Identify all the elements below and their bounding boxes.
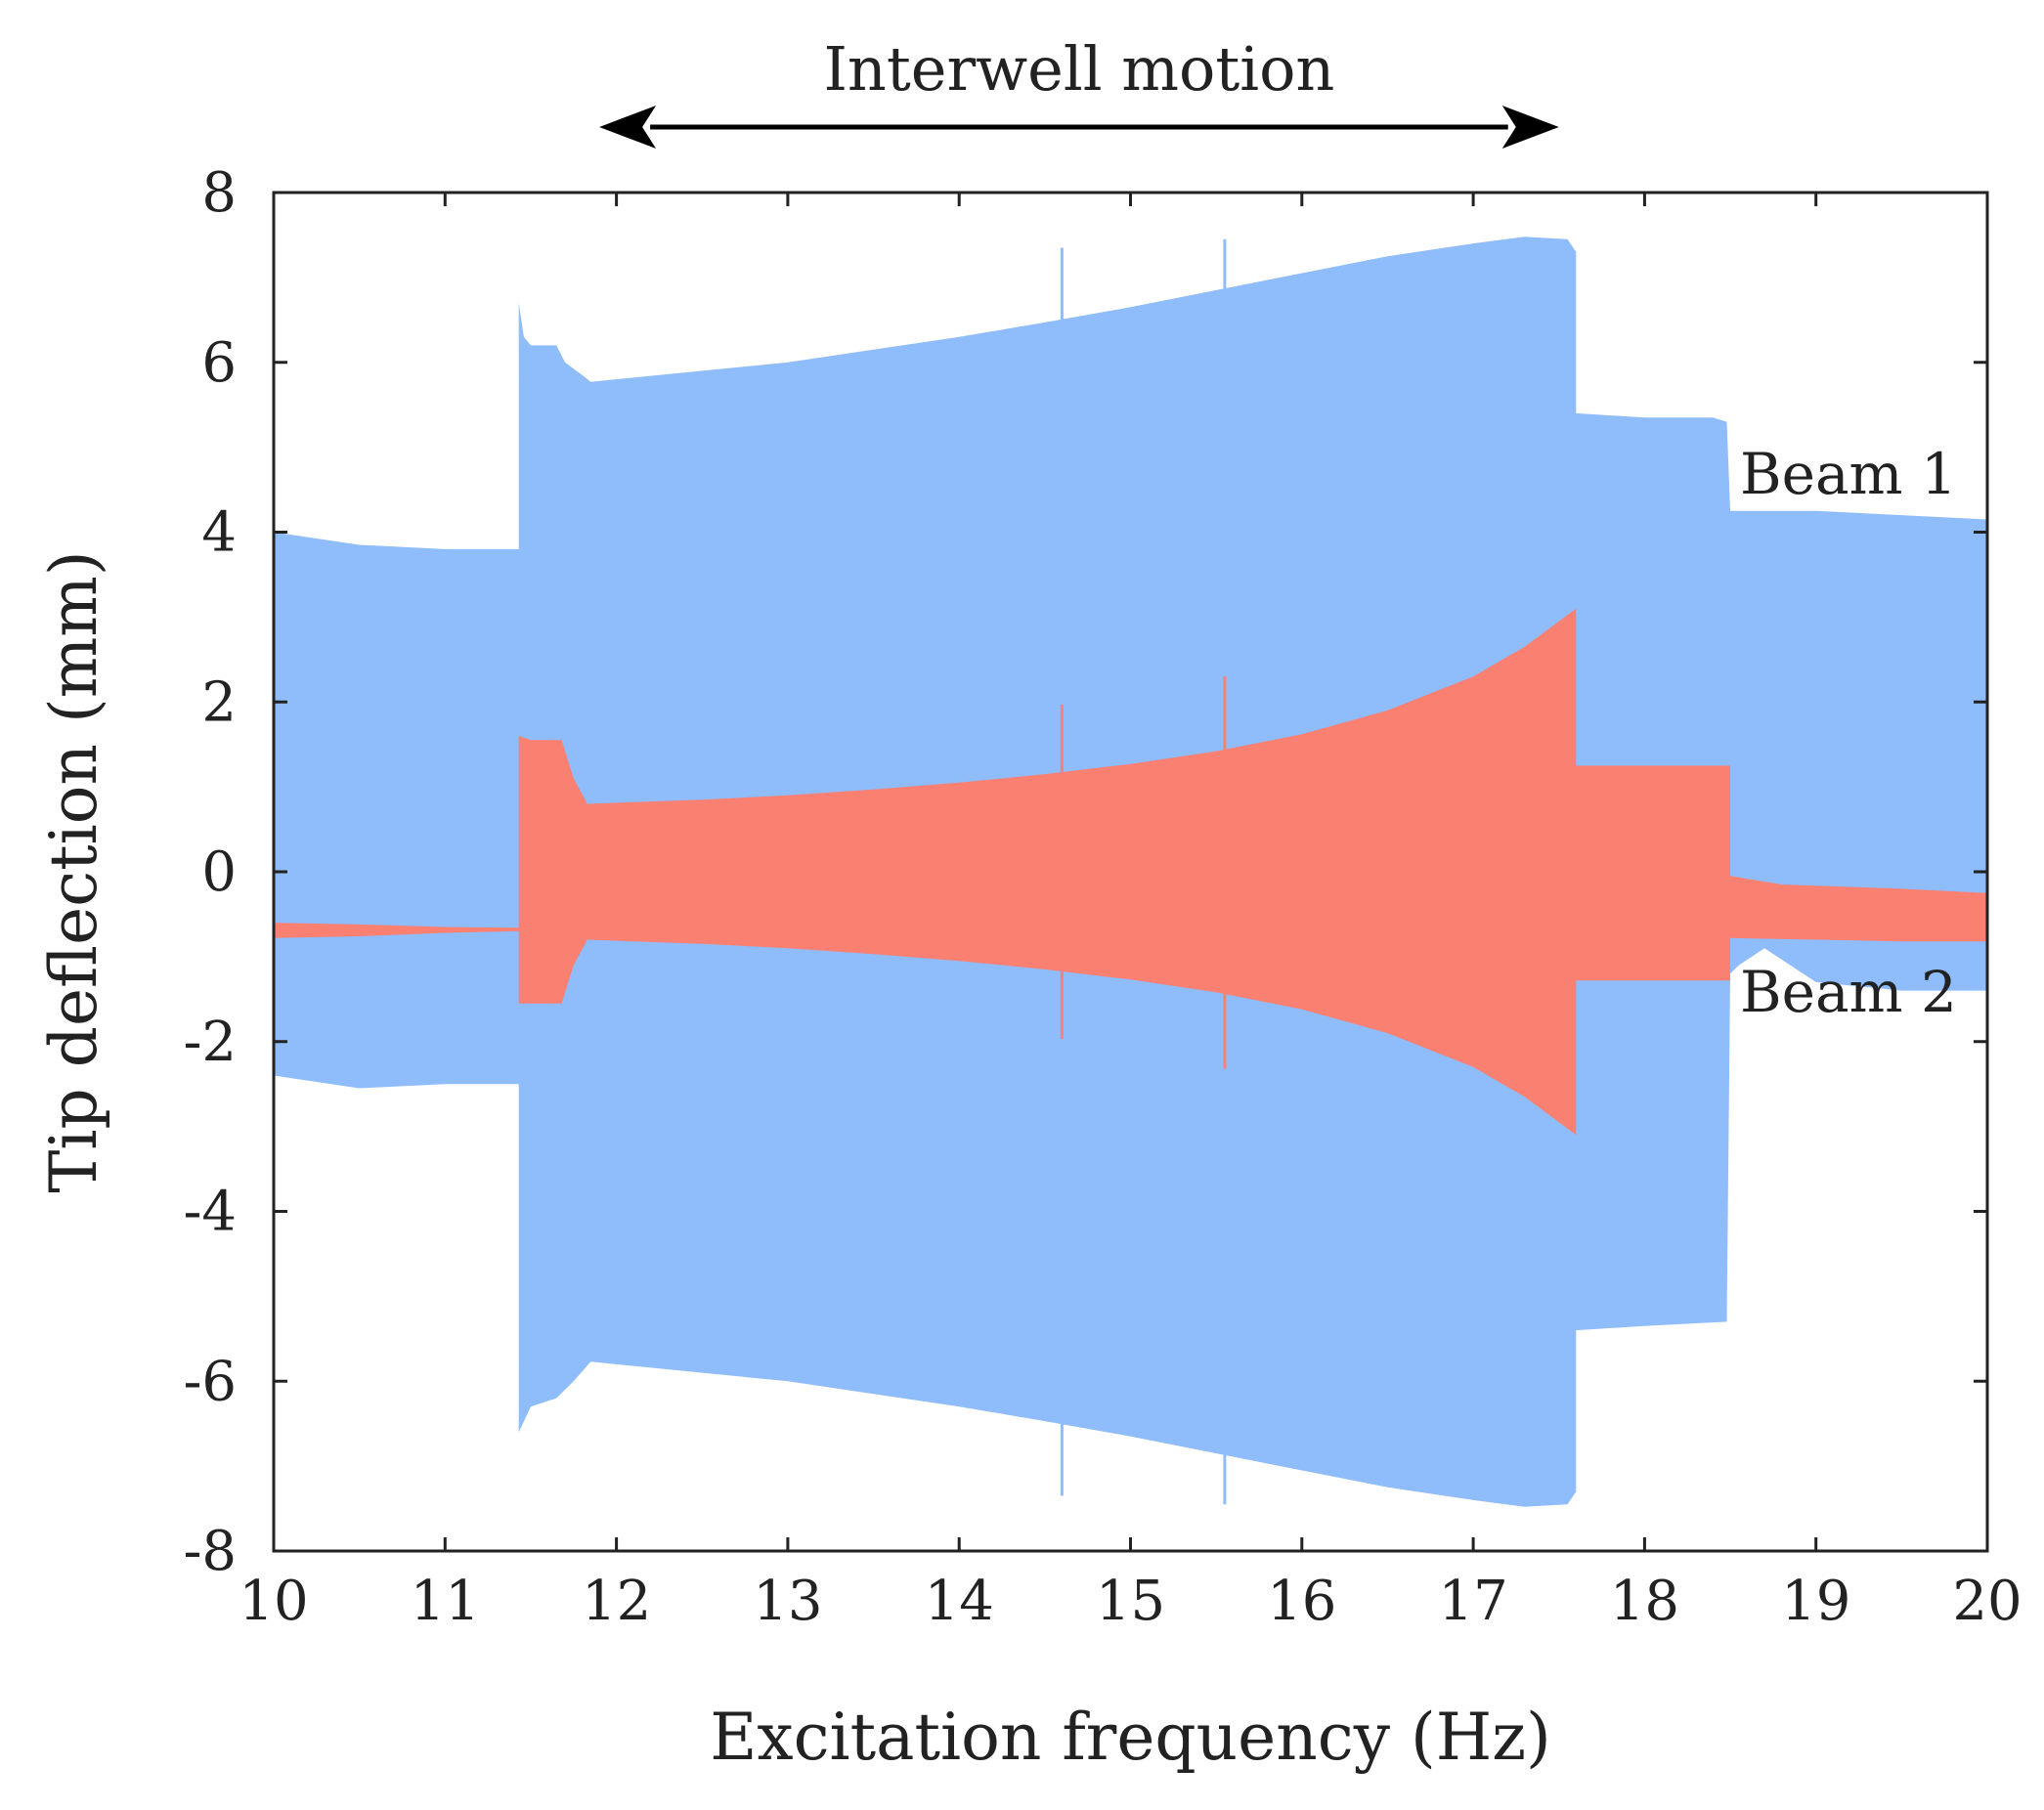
x-tick-label: 17 <box>1438 1570 1507 1633</box>
x-tick-label: 13 <box>753 1570 822 1633</box>
y-tick-label: -4 <box>183 1181 237 1244</box>
x-tick-label: 20 <box>1952 1570 2022 1633</box>
x-tick-label: 10 <box>239 1570 308 1633</box>
y-tick-label: 2 <box>201 670 237 734</box>
x-axis-title: Excitation frequency (Hz) <box>710 1700 1551 1775</box>
arrow-left-head <box>599 106 657 149</box>
y-tick-label: 8 <box>201 161 237 225</box>
y-tick-label: -8 <box>183 1520 237 1583</box>
x-tick-label: 19 <box>1781 1570 1850 1633</box>
beam-2-series <box>274 608 1987 1136</box>
y-tick-label: -6 <box>183 1350 237 1413</box>
x-tick-label: 12 <box>582 1570 651 1633</box>
y-tick-label: -2 <box>183 1011 237 1074</box>
x-tick-label: 14 <box>925 1570 994 1633</box>
x-tick-label: 11 <box>411 1570 480 1633</box>
beam-2-label: Beam 2 <box>1740 959 1957 1025</box>
arrow-right-head <box>1501 106 1559 149</box>
y-tick-label: 4 <box>201 501 237 565</box>
y-tick-label: 6 <box>201 331 237 395</box>
beam-2-envelope <box>274 608 1987 1136</box>
y-tick-label: 0 <box>201 840 237 904</box>
x-tick-label: 16 <box>1267 1570 1336 1633</box>
x-tick-label: 18 <box>1610 1570 1679 1633</box>
interwell-motion-label: Interwell motion <box>823 33 1334 105</box>
interwell-annotation: Interwell motion <box>599 33 1559 149</box>
x-tick-label: 15 <box>1096 1570 1165 1633</box>
beam-1-label: Beam 1 <box>1740 441 1957 507</box>
y-axis-title: Tip deflection (mm) <box>36 550 111 1192</box>
